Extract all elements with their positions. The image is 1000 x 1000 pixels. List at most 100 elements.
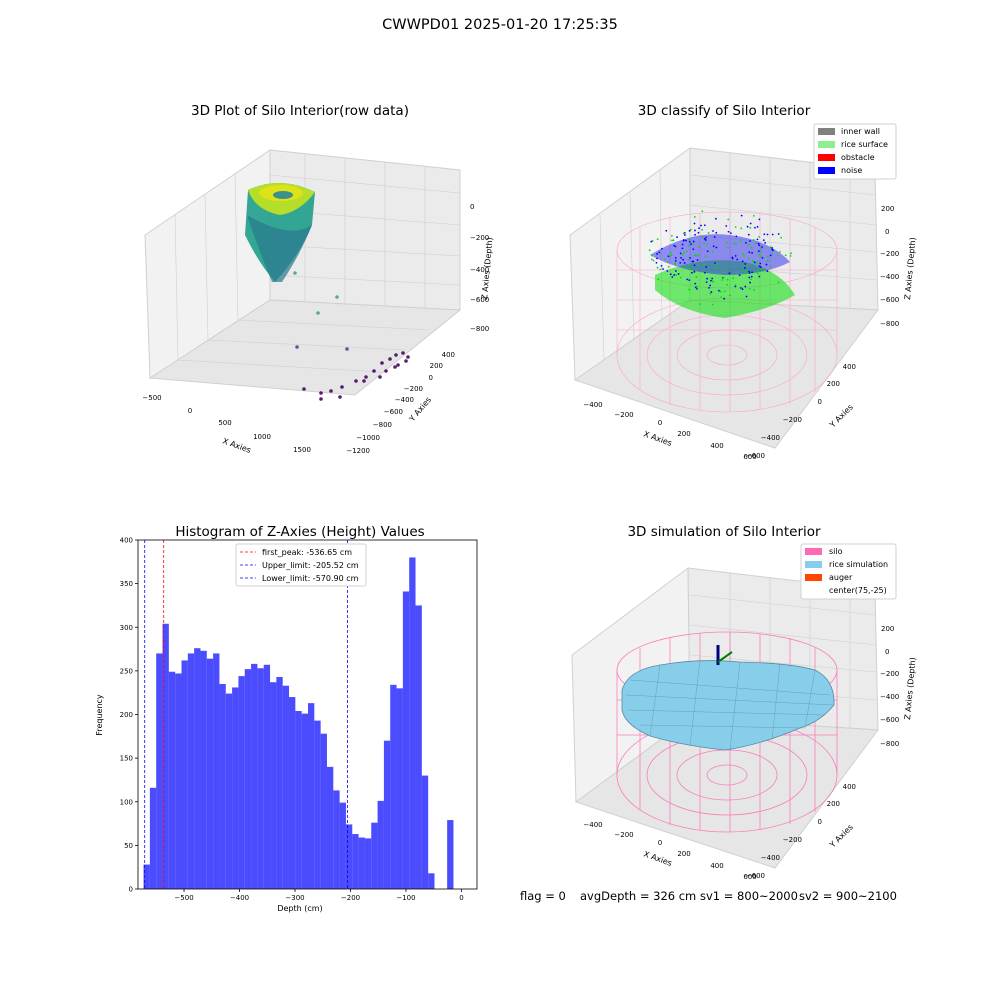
outlier-point bbox=[406, 355, 410, 359]
tick-label: −600 bbox=[384, 408, 403, 416]
cloud-point bbox=[682, 258, 685, 261]
histogram-bar bbox=[162, 623, 169, 889]
histogram-bar bbox=[377, 800, 384, 889]
cloud-point bbox=[674, 257, 677, 259]
cloud-point bbox=[669, 251, 672, 254]
y-tick-label: 300 bbox=[120, 624, 133, 632]
cloud-point bbox=[752, 214, 755, 217]
histogram-bar bbox=[352, 834, 359, 889]
cloud-point bbox=[756, 272, 759, 275]
outlier-point bbox=[293, 271, 297, 275]
cloud-point bbox=[673, 244, 675, 247]
cloud-point bbox=[688, 238, 691, 241]
cloud-point bbox=[740, 227, 743, 230]
cloud-point bbox=[714, 217, 717, 220]
cloud-point bbox=[677, 273, 680, 275]
cloud-point bbox=[718, 289, 720, 292]
cloud-point bbox=[692, 260, 695, 263]
cloud-point bbox=[743, 255, 745, 257]
cloud-point bbox=[671, 239, 673, 242]
tick-label: −600 bbox=[880, 716, 899, 724]
cloud-point bbox=[756, 262, 758, 265]
cloud-point bbox=[698, 246, 701, 248]
outlier-point bbox=[380, 361, 384, 365]
cloud-point bbox=[738, 274, 741, 277]
cloud-point bbox=[679, 252, 682, 255]
footer-sv1: sv1 = 800~2000 bbox=[700, 889, 798, 903]
cloud-point bbox=[747, 257, 750, 260]
cloud-point bbox=[693, 216, 696, 218]
outlier-point bbox=[345, 347, 349, 351]
cloud-point bbox=[715, 267, 718, 270]
cloud-point bbox=[674, 259, 677, 262]
cloud-point bbox=[666, 270, 669, 272]
cloud-point bbox=[704, 239, 707, 241]
histogram-bar bbox=[345, 824, 353, 889]
y-tick-label: 350 bbox=[120, 580, 133, 588]
cloud-point bbox=[663, 258, 666, 261]
histogram-x-label: Depth (cm) bbox=[277, 904, 322, 913]
cloud-point bbox=[679, 261, 682, 264]
cloud-point bbox=[746, 269, 748, 272]
cloud-point bbox=[682, 232, 685, 235]
cloud-point bbox=[700, 224, 702, 227]
cloud-point bbox=[694, 282, 697, 285]
cloud-point bbox=[701, 235, 704, 238]
cloud-point bbox=[748, 251, 751, 254]
histogram-bar bbox=[206, 658, 214, 889]
classify-3d-plot: X Axies Y Axies Z Axies (Depth) −400 −200… bbox=[569, 123, 917, 461]
legend-swatch-rice-surface bbox=[818, 141, 835, 148]
outlier-point bbox=[378, 375, 382, 379]
outlier-point bbox=[319, 391, 323, 395]
cloud-point bbox=[751, 271, 753, 274]
classify-x-label: X Axies bbox=[642, 429, 673, 448]
cloud-point bbox=[671, 276, 674, 278]
cloud-point bbox=[766, 259, 769, 262]
histogram-bar bbox=[339, 802, 346, 889]
cloud-point bbox=[772, 249, 774, 252]
histogram-bar bbox=[289, 697, 296, 889]
histogram-bar bbox=[358, 837, 365, 889]
cloud-point bbox=[740, 214, 743, 217]
cloud-point bbox=[757, 242, 760, 245]
y-tick-label: 50 bbox=[124, 842, 133, 850]
cloud-point bbox=[712, 245, 715, 248]
outlier-point bbox=[396, 363, 400, 367]
outlier-point bbox=[319, 397, 323, 401]
legend-label-auger: auger bbox=[829, 573, 853, 582]
cloud-point bbox=[749, 226, 752, 229]
cloud-point bbox=[711, 303, 714, 306]
tick-label: −600 bbox=[880, 296, 899, 304]
outlier-point bbox=[384, 369, 388, 373]
cloud-point bbox=[734, 284, 737, 287]
tick-label: −1200 bbox=[346, 447, 370, 455]
legend-swatch-silo bbox=[805, 548, 822, 555]
outlier-point bbox=[354, 379, 358, 383]
simulation-rice-surface bbox=[621, 659, 835, 751]
cloud-point bbox=[741, 288, 744, 291]
cloud-point bbox=[714, 263, 717, 266]
legend-swatch-rice-simulation bbox=[805, 561, 822, 568]
legend-swatch-obstacle bbox=[818, 154, 835, 161]
tick-label: −200 bbox=[614, 831, 633, 839]
cloud-point bbox=[684, 266, 687, 269]
classify-plot-title: 3D classify of Silo Interior bbox=[637, 103, 811, 119]
histogram-bar bbox=[156, 653, 163, 889]
cloud-point bbox=[675, 274, 678, 276]
tick-label: 0 bbox=[658, 419, 662, 427]
cloud-point bbox=[689, 256, 691, 259]
cloud-point bbox=[714, 262, 716, 264]
tick-label: 200 bbox=[677, 850, 690, 858]
cloud-point bbox=[761, 257, 764, 259]
cloud-point bbox=[694, 229, 696, 232]
histogram-bar bbox=[371, 822, 378, 889]
cloud-point bbox=[652, 259, 655, 262]
y-tick-label: 100 bbox=[120, 798, 133, 806]
cloud-point bbox=[764, 242, 767, 244]
tick-label: −400 bbox=[761, 854, 780, 862]
tick-label: 400 bbox=[843, 363, 856, 371]
tick-label: −200 bbox=[880, 670, 899, 678]
cloud-point bbox=[759, 255, 762, 258]
legend-label: Upper_limit: -205.52 cm bbox=[262, 561, 359, 570]
cloud-point bbox=[746, 271, 749, 274]
